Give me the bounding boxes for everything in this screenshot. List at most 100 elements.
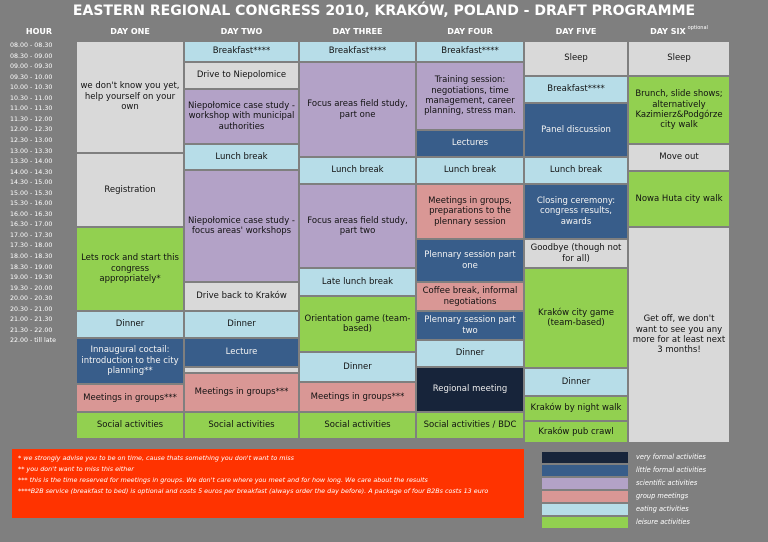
legend-swatch [542,517,628,528]
day5-breakfast: Breakfast**** [524,76,628,103]
event-label: Plennary session part two [424,315,516,336]
event-label: Drive to Niepolomice [196,70,287,81]
day3-lunch-break: Lunch break [299,157,416,184]
event-label: Closing ceremony: congress results, awar… [536,195,616,227]
legend-swatch [542,465,628,476]
time-slot: 19.30 - 20.00 [10,284,53,292]
event-label: Lets rock and start this congress approp… [81,253,179,285]
event-label: Meetings in groups, preparations to the … [428,195,512,227]
event-label: Focus areas field study, part one [307,99,408,120]
day4-breakfast: Breakfast**** [416,41,524,62]
day2-case-study-focus: Niepołomice case study - focus areas' wo… [184,170,299,282]
event-label: Niepołomice case study - workshop with m… [188,100,295,132]
event-label: Kraków city game (team-based) [538,307,614,328]
event-label: Dinner [455,348,485,359]
header-day-six-label: DAY SIX [650,27,686,36]
time-slot: 12.00 - 12.30 [10,126,53,134]
footnote: *** this is the time reserved for meetin… [18,476,428,484]
header-day-six: DAY SIX optional [628,24,730,40]
event-label: Dinner [115,319,145,330]
event-label: Innaugural coctail: introduction to the … [81,345,179,377]
day3-breakfast: Breakfast**** [299,41,416,62]
event-label: Dinner [227,319,256,330]
time-slot: 16.30 - 17.00 [10,221,53,229]
header-day-six-note: optional [687,25,708,31]
day5-closing-ceremony: Closing ceremony: congress results, awar… [524,184,628,239]
time-slot: 21.00 - 21.30 [10,316,53,324]
event-label: Breakfast**** [328,46,387,57]
time-slot: 21.30 - 22.00 [10,326,53,334]
day6-move-out: Move out [628,144,730,171]
event-label: Drive back to Kraków [196,291,287,302]
event-label: Meetings in groups*** [83,392,177,403]
event-label: Plennary session part one [424,250,516,271]
legend-row: very formal activities [538,451,726,464]
day4-dinner: Dinner [416,340,524,367]
time-slot: 08.30 - 09.00 [10,52,53,60]
footnote: ** you don't want to miss this either [18,465,134,473]
event-label: Lectures [451,138,489,149]
event-label: Social activities [208,420,275,431]
legend-swatch [542,491,628,502]
day2-drive-back: Drive back to Kraków [184,282,299,311]
event-label: Lunch break [215,151,268,162]
time-slot: 14.00 - 14.30 [10,168,53,176]
event-label: Panel discussion [541,124,611,135]
legend-label: group meetings [636,492,689,500]
time-slot: 10.00 - 10.30 [10,84,53,92]
day5-night-walk: Kraków by night walk [524,396,628,421]
day1-inaugural-cocktail: Innaugural coctail: introduction to the … [76,338,184,384]
day5-goodbye: Goodbye (though not for all) [524,239,628,268]
day3-focus-part-one: Focus areas field study, part one [299,62,416,157]
time-slot: 11.00 - 11.30 [10,105,53,113]
event-label: Social activities [324,420,391,431]
legend-label: leisure activities [636,518,690,526]
event-label: Social activities [96,420,164,431]
event-label: Meetings in groups*** [310,391,405,402]
legend-row: scientific activities [538,477,726,490]
day3-meetings-in-groups: Meetings in groups*** [299,382,416,412]
legend-row: leisure activities [538,516,726,529]
event-label: Lecture [225,347,258,358]
day3-orientation-game: Orientation game (team-based) [299,296,416,352]
day3-late-lunch: Late lunch break [299,268,416,296]
time-slot: 15.30 - 16.00 [10,200,53,208]
day5-pub-crawl: Kraków pub crawl [524,421,628,443]
time-slot: 08.00 - 08.30 [10,42,53,49]
day4-coffee-break: Coffee break, informal negotiations [416,282,524,311]
event-label: Lunch break [331,165,384,176]
day3-social-activities: Social activities [299,412,416,439]
event-label: we don't know you yet, help yourself on … [80,81,180,113]
event-label: Get off, we don't want to see you any mo… [632,314,726,356]
event-label: Nowa Huta city walk [635,193,723,204]
day2-social-activities: Social activities [184,412,299,439]
day6-nowa-huta-walk: Nowa Huta city walk [628,171,730,227]
event-label: Social activities / BDC [423,420,517,431]
event-label: Orientation game (team-based) [304,313,411,334]
footnote: ****B2B service (breakfast to bed) is op… [18,487,489,495]
event-label: Brunch, slide shows; alternatively Kazim… [635,89,723,131]
footnote: * we strongly advise you to be on time, … [18,454,294,462]
header-day-five: DAY FIVE [555,27,597,36]
legend-swatch [542,452,628,463]
legend-row: little formal activities [538,464,726,477]
day4-regional-meeting: Regional meeting [416,367,524,412]
legend-row: group meetings [538,490,726,503]
time-slot: 14.30 - 15.00 [10,179,53,187]
time-slot: 18.00 - 18.30 [10,253,53,260]
time-slot: 19.00 - 19.30 [10,274,53,282]
event-label: Dinner [343,361,372,372]
event-label: Focus areas field study, part two [307,215,408,236]
day1-meetings-in-groups: Meetings in groups*** [76,384,184,412]
day5-dinner: Dinner [524,368,628,396]
day2-lecture: Lecture [184,338,299,367]
day1-registration: Registration [76,153,184,227]
day6-brunch: Brunch, slide shows; alternatively Kazim… [628,76,730,144]
day6-get-off: Get off, we don't want to see you any mo… [628,227,730,443]
event-label: Breakfast**** [441,46,499,57]
day5-city-game: Kraków city game (team-based) [524,268,628,368]
time-slot: 20.00 - 20.30 [10,295,53,303]
event-label: Coffee break, informal negotiations [422,286,518,307]
event-label: Goodbye (though not for all) [530,243,622,264]
time-slot: 10.30 - 11.00 [10,94,53,102]
